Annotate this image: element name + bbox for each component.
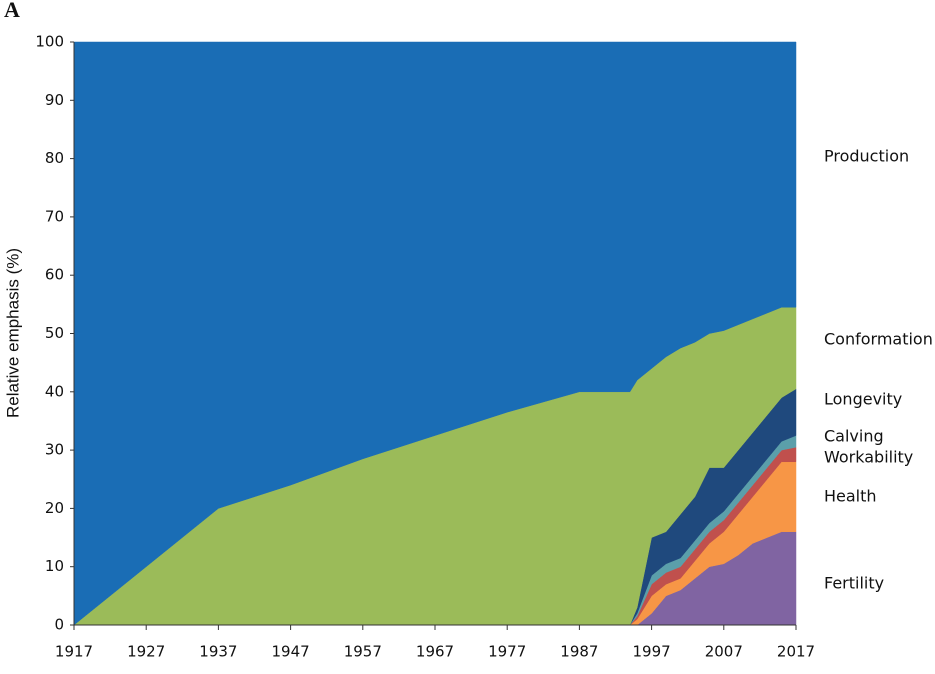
x-tick-label: 1917 [55,643,93,661]
x-tick-label: 2007 [705,643,743,661]
legend-label: Conformation [824,330,933,349]
y-tick-label: 50 [45,324,64,342]
x-tick-label: 1937 [199,643,237,661]
y-tick-label: 90 [45,91,64,109]
x-tick-label: 1927 [127,643,165,661]
legend-label: Production [824,147,909,166]
area [73,41,797,626]
x-tick-label: 1947 [272,643,310,661]
legend-label: Workability [824,448,913,467]
x-tick-label: 1957 [344,643,382,661]
y-tick-label: 30 [45,441,64,459]
x-tick-label: 1987 [560,643,598,661]
legend-label: Health [824,487,877,506]
y-tick-label: 10 [45,557,64,575]
y-tick-label: 40 [45,382,64,400]
x-tick-label: 1997 [633,643,671,661]
y-tick-label: 60 [45,266,64,284]
y-tick-label: 70 [45,207,64,225]
y-tick-label: 100 [35,33,64,51]
y-tick-label: 80 [45,149,64,167]
x-tick-label: 1977 [488,643,526,661]
x-tick-label: 2017 [777,643,815,661]
y-axis-label: Relative emphasis (%) [3,248,22,418]
y-tick-label: 20 [45,499,64,517]
y-tick-label: 0 [54,616,64,634]
panel-label: A [4,0,20,22]
legend-label: Fertility [824,574,884,593]
x-tick-label: 1967 [416,643,454,661]
legend-label: Longevity [824,390,902,409]
legend-label: Calving [824,427,884,446]
